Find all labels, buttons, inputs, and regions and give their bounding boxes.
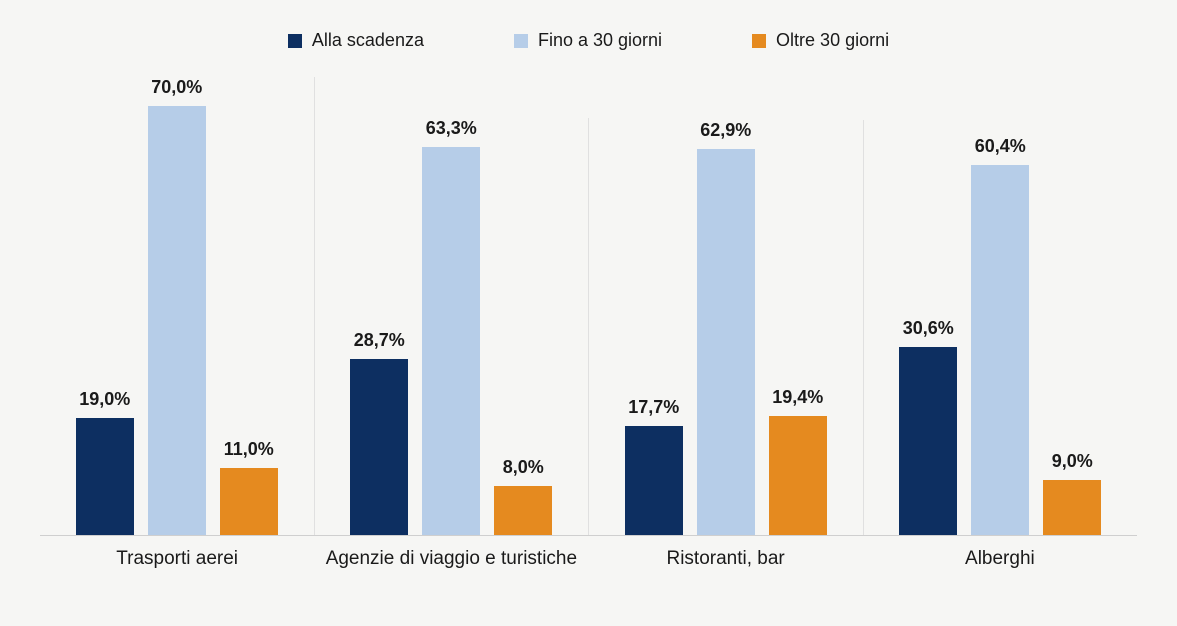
bar-3-2 bbox=[1043, 480, 1101, 535]
bar-0-1 bbox=[148, 106, 206, 535]
data-label-0-2: 11,0% bbox=[224, 439, 274, 460]
bar-group-0: 19,0% 70,0% 11,0% bbox=[40, 77, 315, 535]
data-label-2-0: 17,7% bbox=[628, 397, 679, 418]
data-label-2-1: 62,9% bbox=[700, 120, 751, 141]
bar-3-1 bbox=[971, 165, 1029, 535]
bar-group-2: 17,7% 62,9% 19,4% bbox=[589, 120, 864, 535]
legend-swatch-1 bbox=[514, 34, 528, 48]
bar-1-0 bbox=[350, 359, 408, 535]
bar-2-1 bbox=[697, 149, 755, 535]
data-label-0-1: 70,0% bbox=[151, 77, 202, 98]
data-label-3-2: 9,0% bbox=[1052, 451, 1093, 472]
bar-1-1 bbox=[422, 147, 480, 535]
bar-0-2 bbox=[220, 468, 278, 535]
grouped-bar-chart: Alla scadenza Fino a 30 giorni Oltre 30 … bbox=[0, 0, 1177, 626]
bar-wrapper-1-1: 63,3% bbox=[422, 118, 480, 535]
x-label-3: Alberghi bbox=[863, 548, 1137, 570]
legend-swatch-0 bbox=[288, 34, 302, 48]
data-label-3-0: 30,6% bbox=[903, 318, 954, 339]
data-label-1-2: 8,0% bbox=[503, 457, 544, 478]
bar-wrapper-0-1: 70,0% bbox=[148, 77, 206, 535]
bar-wrapper-3-1: 60,4% bbox=[971, 136, 1029, 535]
legend-swatch-2 bbox=[752, 34, 766, 48]
data-label-1-0: 28,7% bbox=[354, 330, 405, 351]
bar-2-2 bbox=[769, 416, 827, 535]
legend-label-2: Oltre 30 giorni bbox=[776, 30, 889, 51]
x-label-2: Ristoranti, bar bbox=[589, 548, 863, 570]
data-label-1-1: 63,3% bbox=[426, 118, 477, 139]
legend-item-2: Oltre 30 giorni bbox=[752, 30, 889, 51]
bar-wrapper-0-2: 11,0% bbox=[220, 439, 278, 535]
chart-legend: Alla scadenza Fino a 30 giorni Oltre 30 … bbox=[40, 30, 1137, 51]
bar-1-2 bbox=[494, 486, 552, 535]
bar-wrapper-1-0: 28,7% bbox=[350, 330, 408, 535]
bar-group-3: 30,6% 60,4% 9,0% bbox=[864, 136, 1138, 535]
bar-wrapper-2-2: 19,4% bbox=[769, 387, 827, 535]
legend-label-0: Alla scadenza bbox=[312, 30, 424, 51]
bar-wrapper-1-2: 8,0% bbox=[494, 457, 552, 535]
bar-wrapper-2-0: 17,7% bbox=[625, 397, 683, 535]
legend-item-1: Fino a 30 giorni bbox=[514, 30, 662, 51]
plot-area: 19,0%70,0%11,0%28,7%63,3%8,0%17,7%62,9%1… bbox=[40, 76, 1137, 536]
x-label-0: Trasporti aerei bbox=[40, 548, 314, 570]
bar-0-0 bbox=[76, 418, 134, 535]
bar-wrapper-3-0: 30,6% bbox=[899, 318, 957, 535]
x-axis: Trasporti aereiAgenzie di viaggio e turi… bbox=[40, 548, 1137, 570]
legend-item-0: Alla scadenza bbox=[288, 30, 424, 51]
bar-wrapper-3-2: 9,0% bbox=[1043, 451, 1101, 535]
bar-groups: 19,0%70,0%11,0%28,7%63,3%8,0%17,7%62,9%1… bbox=[40, 76, 1137, 535]
data-label-2-2: 19,4% bbox=[772, 387, 823, 408]
bar-group-1: 28,7% 63,3% 8,0% bbox=[315, 118, 590, 535]
data-label-3-1: 60,4% bbox=[975, 136, 1026, 157]
data-label-0-0: 19,0% bbox=[79, 389, 130, 410]
bar-wrapper-0-0: 19,0% bbox=[76, 389, 134, 535]
x-label-1: Agenzie di viaggio e turistiche bbox=[314, 548, 588, 570]
bar-3-0 bbox=[899, 347, 957, 535]
bar-wrapper-2-1: 62,9% bbox=[697, 120, 755, 535]
legend-label-1: Fino a 30 giorni bbox=[538, 30, 662, 51]
bar-2-0 bbox=[625, 426, 683, 535]
